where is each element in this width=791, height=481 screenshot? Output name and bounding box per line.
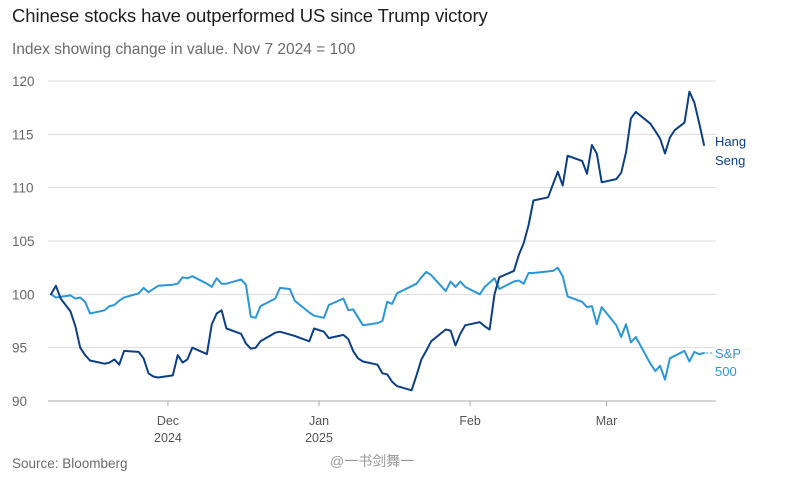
y-axis-ticks: 90 95 100 105 110 115 120 <box>12 74 35 409</box>
x-tick-year-label: 2024 <box>154 431 182 445</box>
x-tick-label: Feb <box>459 414 481 428</box>
y-tick-label-95: 95 <box>12 341 27 356</box>
series-label-sp500: S&P <box>715 346 741 361</box>
y-tick-label-105: 105 <box>12 234 35 249</box>
series-label-hang-seng: Seng <box>715 153 745 168</box>
x-tick-label: Jan <box>309 414 329 428</box>
x-tick-label: Dec <box>157 414 179 428</box>
x-tick-label: Mar <box>596 414 618 428</box>
y-tick-label-90: 90 <box>12 394 27 409</box>
series-label-sp500: 500 <box>715 364 737 379</box>
series-lines <box>50 90 705 392</box>
series-line-sp500 <box>50 266 705 381</box>
chart-title: Chinese stocks have outperformed US sinc… <box>12 5 488 26</box>
y-tick-label-115: 115 <box>12 127 34 142</box>
source-note: Source: Bloomberg <box>12 456 128 471</box>
y-tick-label-110: 110 <box>12 181 34 196</box>
y-tick-label-120: 120 <box>12 74 35 89</box>
x-axis: Dec 2024 Jan 2025 Feb Mar <box>154 401 617 445</box>
gridlines <box>48 80 716 402</box>
x-tick-year-label: 2025 <box>305 431 333 445</box>
y-tick-label-100: 100 <box>12 287 35 302</box>
watermark: @一书剑舞一 <box>330 453 415 469</box>
series-labels: Hang Seng S&P 500 <box>706 134 746 379</box>
chart-subtitle: Index showing change in value. Nov 7 202… <box>12 41 356 58</box>
series-label-hang-seng: Hang <box>715 134 746 149</box>
series-line-hang-seng <box>50 90 705 392</box>
